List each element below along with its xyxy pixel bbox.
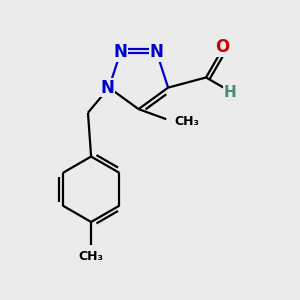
Text: H: H bbox=[224, 85, 236, 100]
Text: N: N bbox=[100, 79, 114, 97]
Text: N: N bbox=[113, 43, 127, 61]
Text: O: O bbox=[215, 38, 230, 56]
Text: N: N bbox=[150, 43, 164, 61]
Text: CH₃: CH₃ bbox=[79, 250, 104, 263]
Text: CH₃: CH₃ bbox=[174, 115, 200, 128]
